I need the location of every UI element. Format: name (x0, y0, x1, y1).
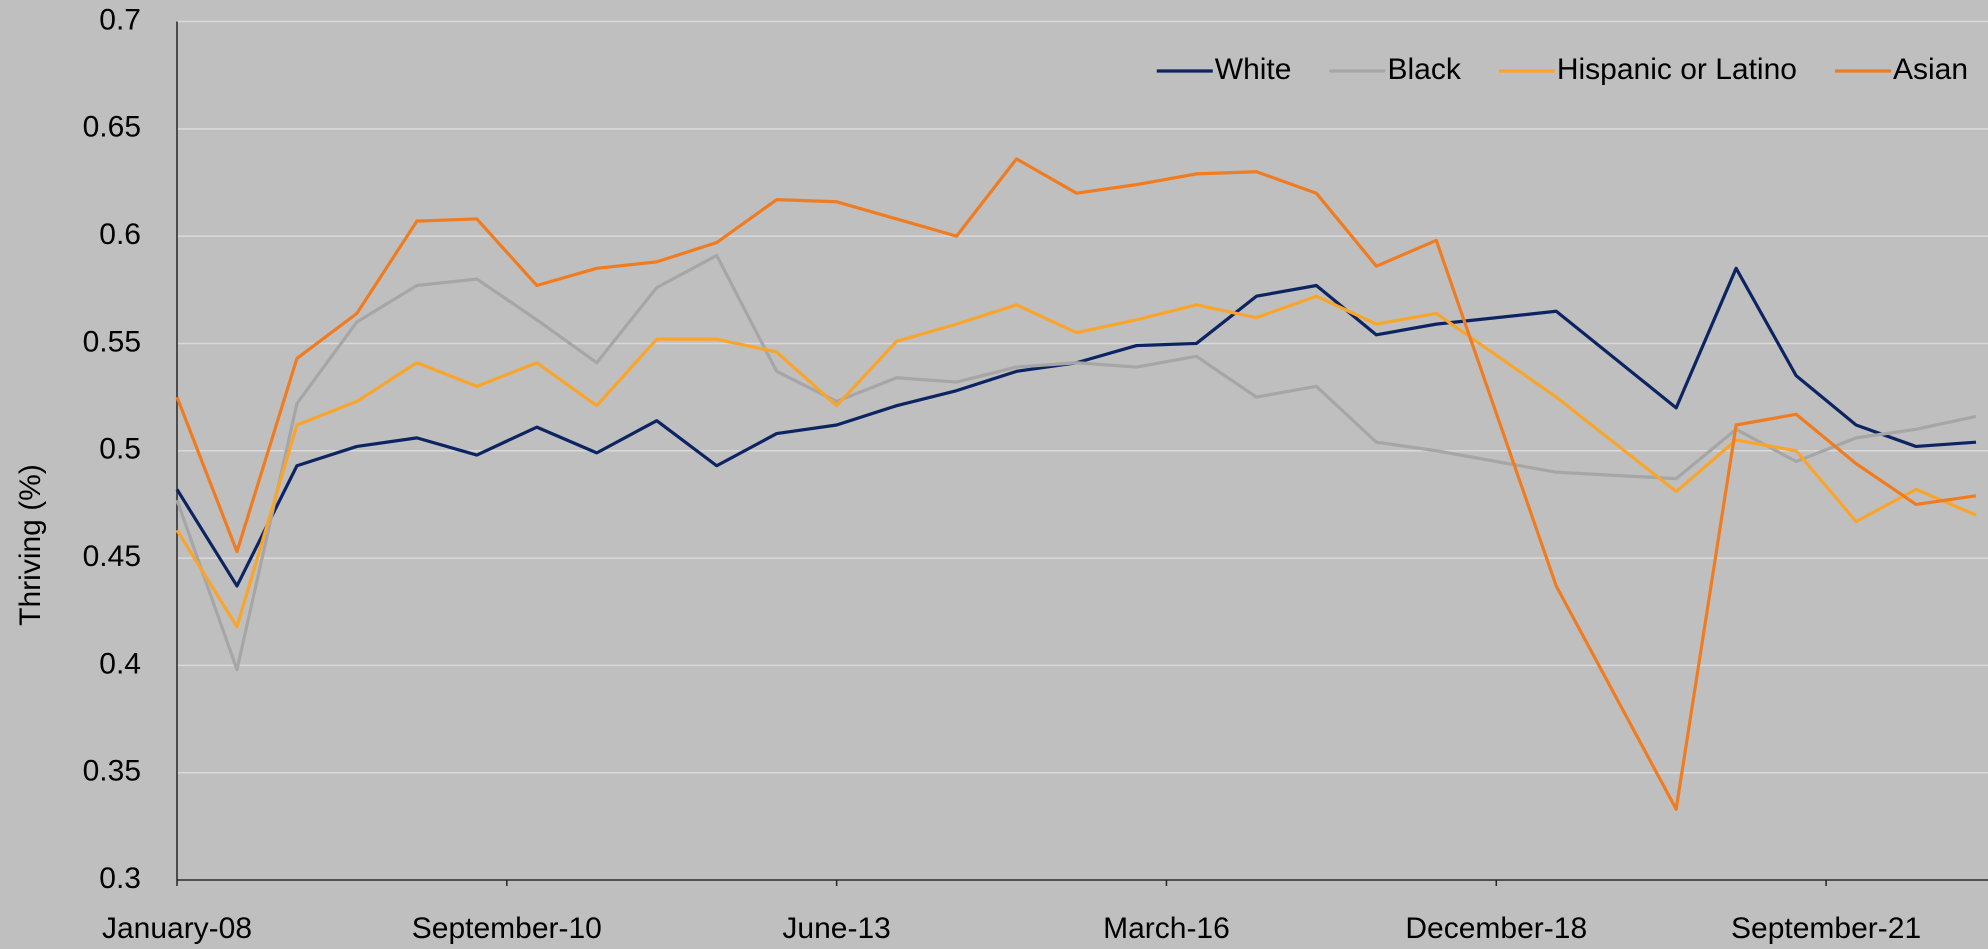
x-tick-label: September-21 (1731, 912, 1921, 945)
y-tick-label: 0.35 (83, 755, 141, 788)
legend-label: Hispanic or Latino (1557, 53, 1797, 86)
y-tick-label: 0.5 (99, 433, 141, 466)
legend-label: Asian (1893, 53, 1968, 86)
y-tick-label: 0.3 (99, 862, 141, 895)
legend-label: White (1215, 53, 1292, 86)
y-tick-label: 0.7 (99, 3, 141, 36)
y-tick-label: 0.55 (83, 325, 141, 358)
x-tick-label: January-08 (102, 912, 252, 945)
y-axis-label: Thriving (%) (14, 464, 47, 626)
y-tick-label: 0.6 (99, 218, 141, 251)
series-line (175, 294, 1977, 629)
x-tick-label: December-18 (1405, 912, 1587, 945)
y-tick-label: 0.45 (83, 540, 141, 573)
series-line (175, 157, 1977, 811)
series-line (175, 253, 1977, 672)
series-line (175, 266, 1977, 588)
x-tick-label: March-16 (1103, 912, 1230, 945)
legend-label: Black (1387, 53, 1461, 86)
x-tick-label: June-13 (782, 912, 890, 945)
x-tick-label: September-10 (412, 912, 602, 945)
y-tick-label: 0.4 (99, 647, 141, 680)
y-tick-label: 0.65 (83, 111, 141, 144)
